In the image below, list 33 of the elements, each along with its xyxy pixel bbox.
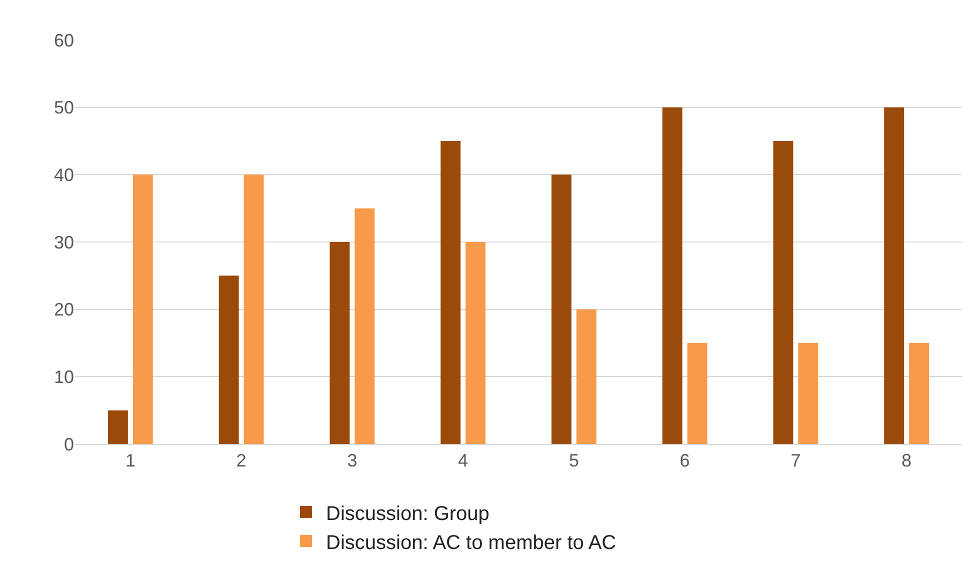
bar — [466, 242, 486, 444]
bar — [244, 174, 264, 444]
bar — [909, 343, 930, 444]
bar — [354, 208, 375, 444]
x-tick-label: 4 — [458, 450, 468, 471]
bar — [576, 309, 596, 444]
y-tick-label: 30 — [54, 232, 74, 252]
y-tick-label: 50 — [54, 98, 74, 118]
y-tick-label: 0 — [64, 434, 74, 454]
legend-label: Discussion: Group — [326, 502, 490, 525]
y-tick-label: 20 — [54, 300, 74, 320]
x-tick-label: 3 — [347, 450, 358, 471]
bar — [218, 276, 239, 444]
x-tick-label: 8 — [902, 450, 912, 471]
y-tick-label: 10 — [54, 366, 74, 387]
bar — [551, 174, 572, 444]
x-tick-label: 1 — [125, 450, 136, 471]
x-tick-label: 2 — [236, 450, 246, 471]
x-tick-label: 7 — [790, 450, 801, 471]
bar — [687, 343, 708, 444]
legend-label: Discussion: AC to member to AC — [326, 532, 616, 554]
bar — [884, 107, 904, 444]
bar — [132, 174, 153, 444]
bar — [108, 410, 128, 444]
y-tick-label: 60 — [54, 30, 74, 50]
x-tick-label: 5 — [568, 450, 579, 471]
bar — [798, 343, 818, 444]
bar — [440, 141, 461, 444]
y-tick-label: 40 — [54, 164, 74, 185]
bar — [773, 141, 794, 444]
x-tick-label: 6 — [680, 450, 690, 471]
bar — [662, 107, 682, 444]
bar — [330, 242, 350, 444]
